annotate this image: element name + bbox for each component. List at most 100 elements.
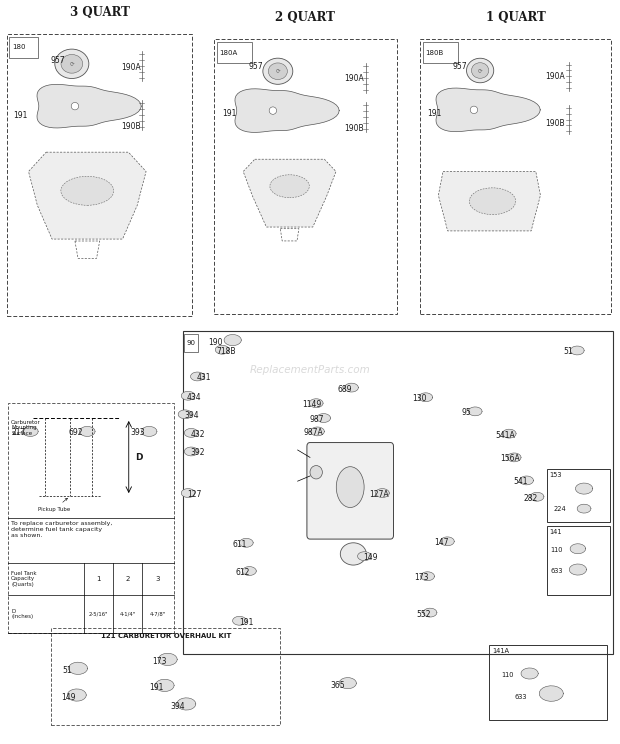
Polygon shape [141,426,157,437]
Polygon shape [575,483,593,494]
Text: To replace carburetor assembly,
determine fuel tank capacity
as shown.: To replace carburetor assembly, determin… [11,522,113,538]
Ellipse shape [263,58,293,84]
Polygon shape [242,567,256,575]
Bar [8,403,174,633]
Polygon shape [79,426,95,437]
Polygon shape [69,662,87,674]
Bar [183,331,613,654]
Bar [214,39,397,314]
Polygon shape [468,407,482,416]
Text: 2-5/16": 2-5/16" [89,612,108,617]
Bar [420,39,611,314]
Bar [547,469,610,522]
Text: 191: 191 [239,618,253,626]
Text: 718B: 718B [216,347,236,356]
Bar [51,628,280,725]
Text: 987: 987 [310,415,324,424]
Text: 611: 611 [232,540,247,549]
Text: 180B: 180B [426,50,444,56]
Polygon shape [507,453,521,462]
Text: Carburetor
Mounting
Surface: Carburetor Mounting Surface [11,420,41,436]
Polygon shape [177,698,196,710]
Text: 130: 130 [412,394,427,403]
Polygon shape [235,89,339,132]
Text: 191: 191 [222,109,237,118]
Polygon shape [421,572,435,580]
Ellipse shape [336,466,364,507]
Polygon shape [570,544,586,554]
Text: 90: 90 [186,340,195,346]
Polygon shape [440,537,454,546]
Polygon shape [577,504,591,513]
Polygon shape [181,391,195,400]
Text: 180: 180 [12,45,26,51]
Text: 692: 692 [69,429,83,437]
Text: 541: 541 [513,478,528,487]
Text: 190B: 190B [122,123,141,132]
Polygon shape [530,493,544,501]
Text: 392: 392 [190,449,205,458]
Bar [489,645,607,719]
Polygon shape [243,159,336,227]
Text: 191: 191 [149,683,164,692]
Text: 149: 149 [61,693,76,702]
Bar [184,334,198,352]
Polygon shape [68,689,86,701]
Text: 95: 95 [461,408,471,417]
Ellipse shape [310,466,322,479]
Polygon shape [23,426,38,437]
Text: 957: 957 [248,62,263,71]
Bar [216,42,252,63]
Polygon shape [502,429,516,438]
Text: 190A: 190A [344,74,364,83]
Text: 51: 51 [564,347,574,356]
Text: 153: 153 [549,472,562,478]
Polygon shape [239,539,253,548]
Text: ⟳: ⟳ [478,68,482,73]
Polygon shape [311,427,324,436]
Polygon shape [37,84,141,128]
Ellipse shape [471,62,489,78]
Text: 191: 191 [13,112,27,121]
Text: ReplacementParts.com: ReplacementParts.com [250,365,370,375]
Ellipse shape [268,63,287,80]
Text: 282: 282 [523,494,538,503]
FancyBboxPatch shape [307,443,394,539]
Text: Pickup Tube: Pickup Tube [38,498,71,512]
Polygon shape [317,414,330,423]
Text: 1: 1 [96,576,100,582]
Text: 190B: 190B [545,120,565,129]
Text: ⟳: ⟳ [275,68,280,74]
Polygon shape [184,447,198,456]
Text: 110: 110 [550,548,562,554]
Text: 173: 173 [414,573,428,583]
Text: D: D [135,452,143,461]
Text: 141: 141 [549,529,562,535]
Polygon shape [215,345,229,354]
Text: 51: 51 [63,666,72,675]
Ellipse shape [269,107,277,115]
Ellipse shape [470,106,477,114]
Text: Fuel Tank
Capacity
(Quarts): Fuel Tank Capacity (Quarts) [11,571,37,587]
Polygon shape [190,372,205,381]
Polygon shape [423,608,437,617]
Text: 633: 633 [550,568,562,574]
Polygon shape [309,399,323,408]
Text: 127: 127 [187,490,202,499]
Polygon shape [521,668,538,679]
Text: 190B: 190B [344,124,364,133]
Ellipse shape [270,175,309,198]
Text: 432: 432 [190,430,205,439]
Text: 689: 689 [338,385,352,394]
Text: 633: 633 [514,694,526,700]
Text: 127A: 127A [369,490,388,499]
Ellipse shape [55,49,89,79]
Text: 191: 191 [428,109,442,118]
Polygon shape [29,153,146,239]
Text: 552: 552 [417,609,431,618]
Text: 2: 2 [125,576,130,582]
Polygon shape [184,429,198,437]
Ellipse shape [61,176,113,205]
Polygon shape [539,686,564,702]
Bar [423,42,458,63]
